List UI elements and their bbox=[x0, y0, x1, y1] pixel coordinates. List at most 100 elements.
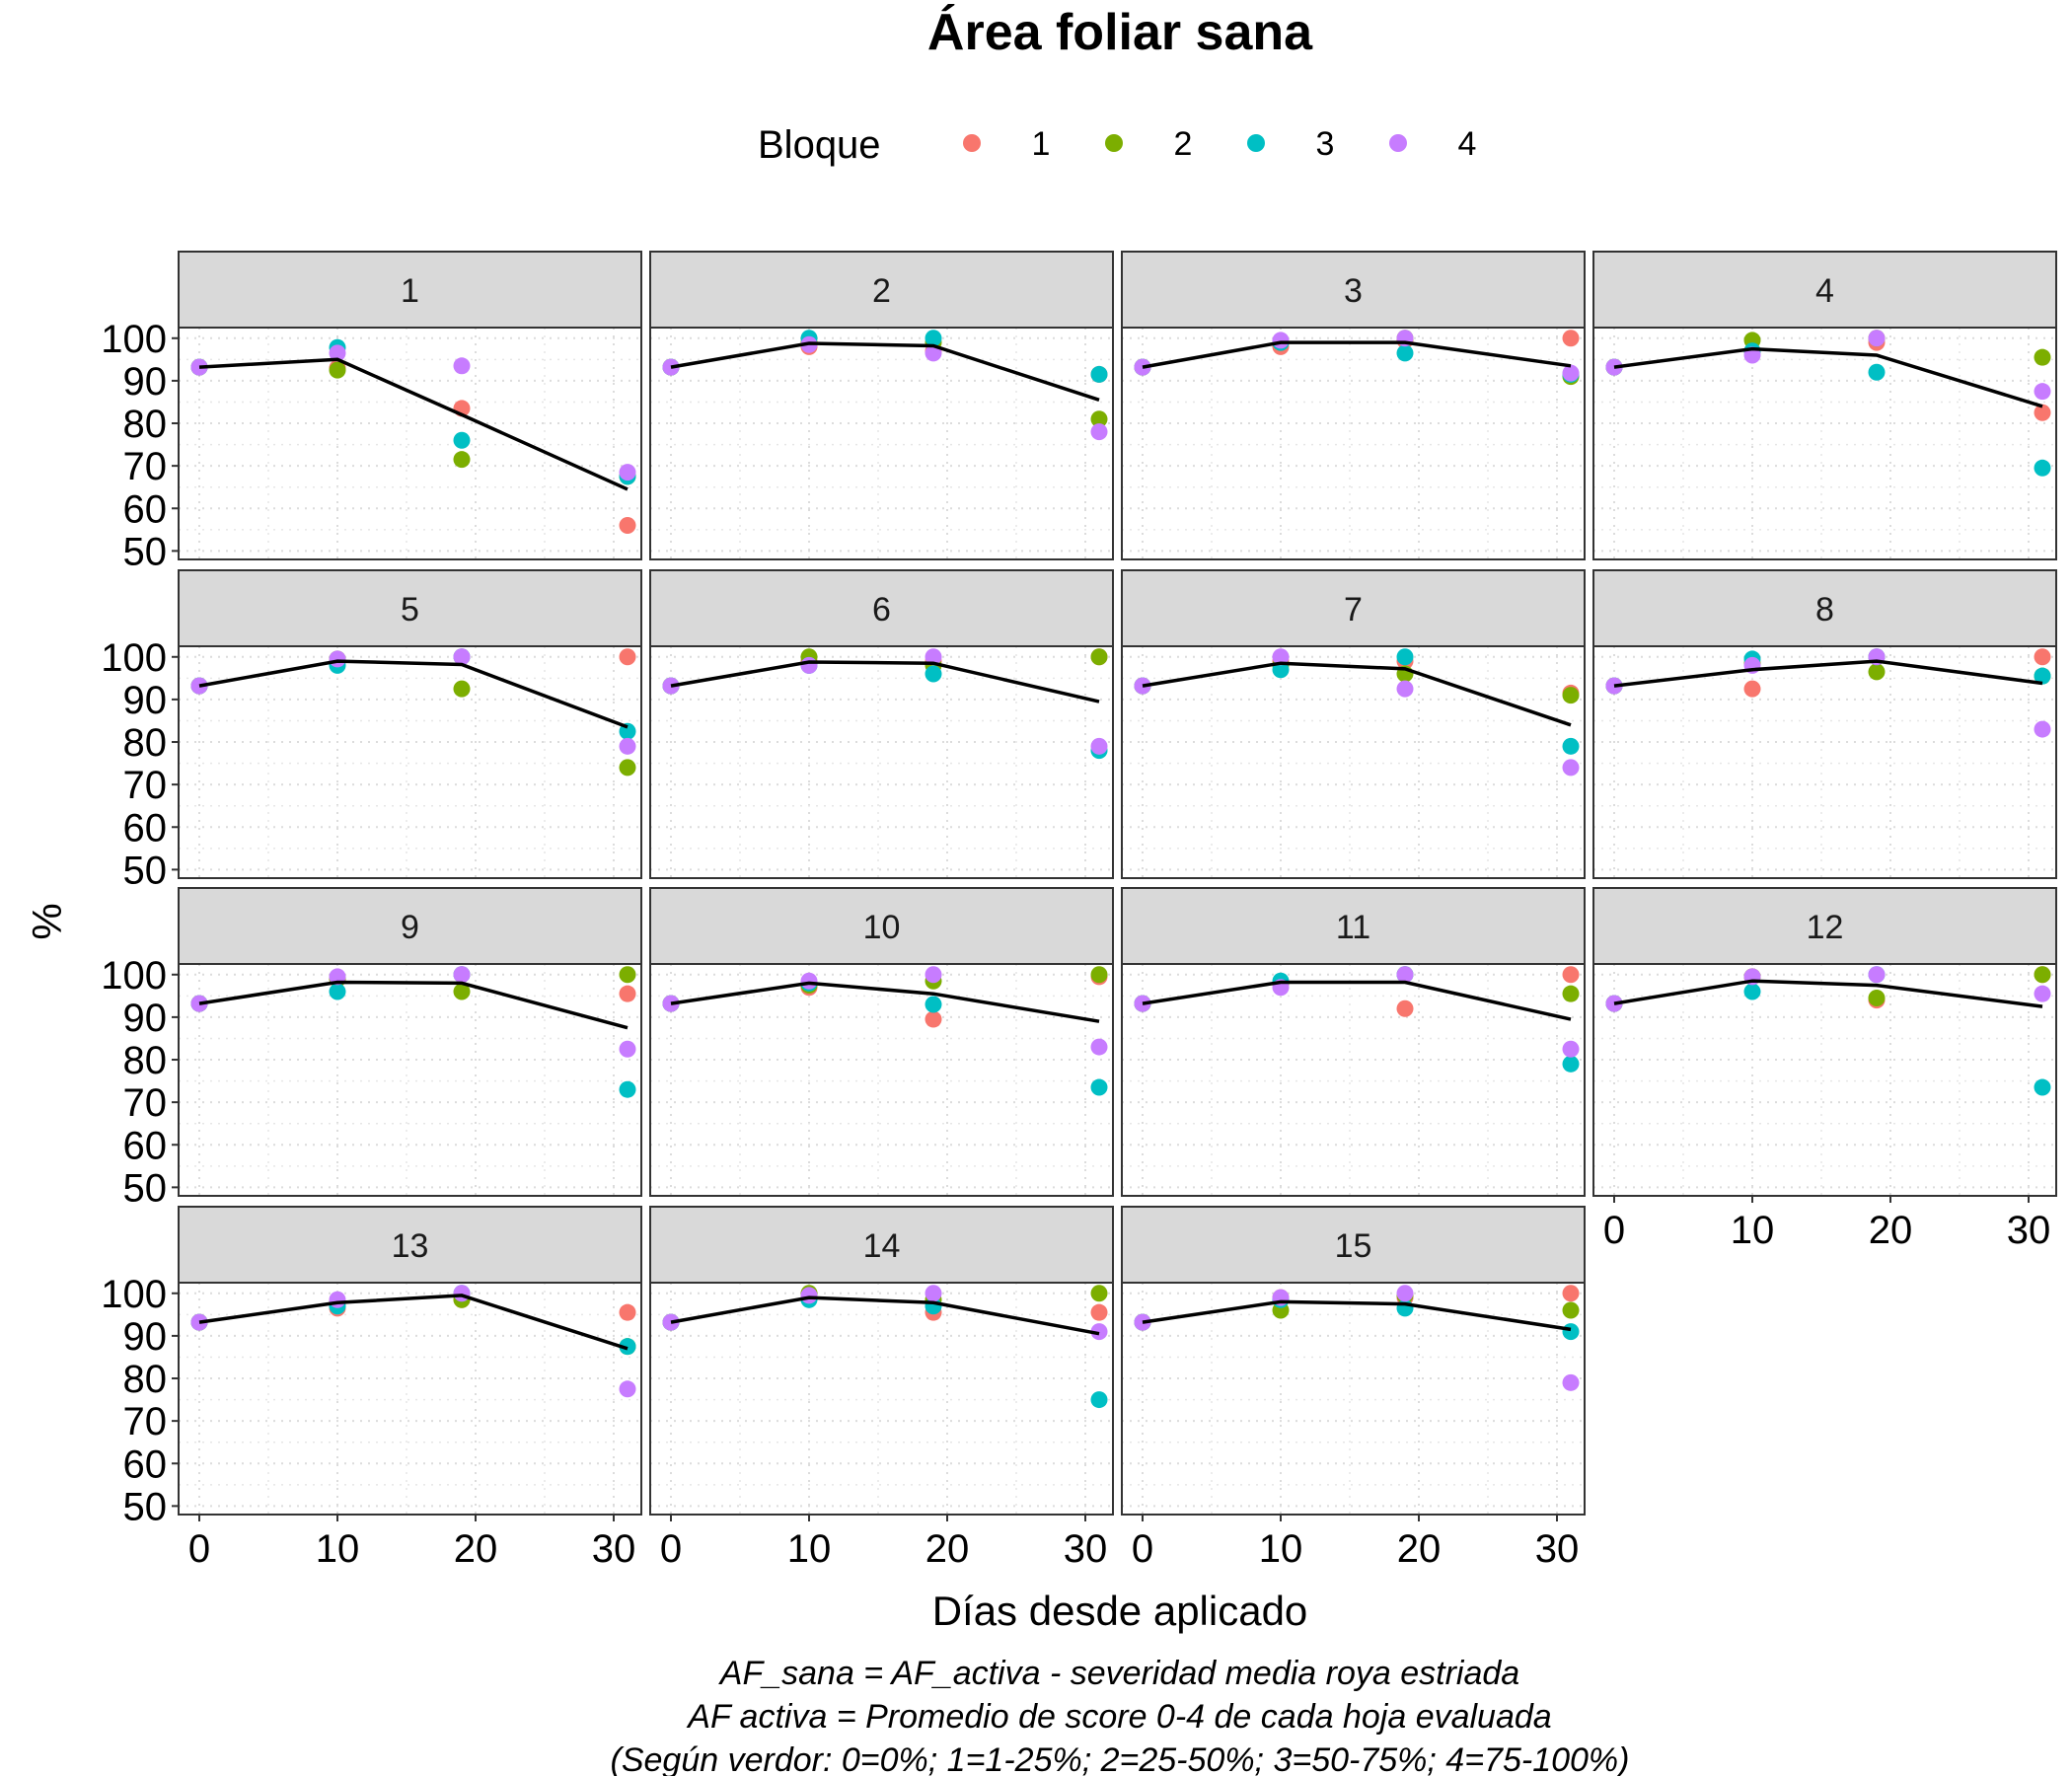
data-point-bloque-4 bbox=[1396, 680, 1414, 698]
plot-area bbox=[650, 328, 1113, 559]
data-point-bloque-4 bbox=[925, 648, 942, 666]
data-point-bloque-4 bbox=[619, 737, 636, 755]
data-point-bloque-2 bbox=[1090, 648, 1108, 666]
data-point-bloque-4 bbox=[662, 995, 680, 1012]
data-point-bloque-4 bbox=[619, 464, 636, 481]
facet-strip bbox=[178, 251, 642, 329]
data-point-bloque-4 bbox=[1868, 330, 1886, 347]
facet-panel-10: 10 bbox=[649, 887, 1114, 1197]
data-point-bloque-4 bbox=[1868, 966, 1886, 984]
facet-strip bbox=[178, 1206, 642, 1284]
data-point-bloque-3 bbox=[1562, 1055, 1580, 1073]
data-point-bloque-2 bbox=[329, 361, 346, 379]
data-point-bloque-4 bbox=[453, 966, 471, 984]
facet-strip-label: 5 bbox=[401, 591, 419, 629]
panel-border bbox=[1121, 1282, 1586, 1516]
plot-area bbox=[1593, 328, 2056, 559]
data-point-bloque-3 bbox=[1562, 1323, 1580, 1341]
data-point-bloque-4 bbox=[1090, 1038, 1108, 1056]
data-point-bloque-1 bbox=[619, 1303, 636, 1321]
data-point-bloque-4 bbox=[1605, 358, 1623, 376]
data-point-bloque-3 bbox=[329, 983, 346, 1000]
plot-area bbox=[650, 646, 1113, 878]
x-tick-label: 30 bbox=[592, 1527, 636, 1571]
facet-strip bbox=[649, 887, 1114, 965]
data-point-bloque-3 bbox=[1562, 737, 1580, 755]
data-point-bloque-4 bbox=[619, 1040, 636, 1058]
data-point-bloque-2 bbox=[2034, 966, 2051, 984]
data-point-bloque-4 bbox=[1562, 1373, 1580, 1391]
data-point-bloque-1 bbox=[619, 517, 636, 535]
plot-area bbox=[1593, 964, 2056, 1196]
mean-line bbox=[670, 1295, 1100, 1336]
mean-line bbox=[198, 357, 629, 491]
plot-area bbox=[650, 1283, 1113, 1515]
data-point-bloque-4 bbox=[190, 1313, 208, 1331]
data-point-bloque-2 bbox=[619, 759, 636, 777]
plot-area bbox=[1122, 328, 1585, 559]
facet-panel-6: 6 bbox=[649, 569, 1114, 879]
legend-key-2 bbox=[1105, 134, 1123, 152]
facet-strip-label: 1 bbox=[401, 272, 419, 310]
data-point-bloque-3 bbox=[925, 996, 942, 1013]
x-tick-label: 30 bbox=[2007, 1209, 2051, 1252]
data-point-bloque-4 bbox=[619, 1380, 636, 1398]
data-point-bloque-3 bbox=[925, 665, 942, 683]
caption: AF_sana = AF_activa - severidad media ro… bbox=[611, 1655, 1630, 1776]
data-point-bloque-4 bbox=[1562, 1040, 1580, 1058]
legend-item-3: 3 bbox=[1247, 125, 1334, 163]
y-tick-label: 90 bbox=[123, 1315, 168, 1359]
mean-line bbox=[1142, 1299, 1572, 1332]
facet-strip bbox=[178, 569, 642, 647]
y-axis-title: % bbox=[24, 903, 70, 939]
data-point-bloque-4 bbox=[800, 1287, 818, 1304]
data-point-bloque-3 bbox=[1090, 365, 1108, 383]
data-point-bloque-4 bbox=[662, 677, 680, 695]
data-point-bloque-4 bbox=[1605, 677, 1623, 695]
y-tick-label: 60 bbox=[123, 1124, 168, 1167]
data-point-bloque-4 bbox=[1562, 759, 1580, 777]
panel-border bbox=[1121, 327, 1586, 560]
data-point-bloque-4 bbox=[190, 358, 208, 376]
x-tick-label: 10 bbox=[787, 1527, 832, 1571]
mean-line bbox=[1142, 340, 1572, 369]
x-tick-label: 10 bbox=[316, 1527, 360, 1571]
legend: Bloque 1 2 3 4 bbox=[758, 123, 1476, 167]
panel-border bbox=[649, 963, 1114, 1197]
data-point-bloque-3 bbox=[2034, 667, 2051, 685]
facet-panel-14: 14 0 10 20 30 bbox=[649, 1206, 1114, 1571]
y-tick-label: 90 bbox=[123, 679, 168, 722]
plot-area bbox=[1593, 646, 2056, 878]
y-tick-label: 50 bbox=[123, 530, 168, 573]
data-point-bloque-4 bbox=[1090, 423, 1108, 441]
legend-label-2: 2 bbox=[1174, 125, 1193, 163]
panel-border bbox=[178, 327, 642, 560]
data-points bbox=[190, 338, 636, 535]
data-point-bloque-2 bbox=[1562, 687, 1580, 704]
facet-strip-label: 8 bbox=[1815, 591, 1834, 629]
y-tick-label: 70 bbox=[123, 1081, 168, 1125]
legend-item-4: 4 bbox=[1389, 125, 1476, 163]
facet-strip-label: 12 bbox=[1807, 909, 1844, 946]
plot-area bbox=[179, 646, 641, 878]
data-point-bloque-3 bbox=[2034, 1078, 2051, 1096]
x-tick-label: 10 bbox=[1731, 1209, 1775, 1252]
data-point-bloque-3 bbox=[1090, 1391, 1108, 1409]
facet-strip-label: 4 bbox=[1815, 272, 1834, 310]
data-point-bloque-4 bbox=[2034, 720, 2051, 738]
data-point-bloque-4 bbox=[453, 648, 471, 666]
x-tick-label: 30 bbox=[1535, 1527, 1580, 1571]
legend-item-1: 1 bbox=[963, 125, 1050, 163]
chart-title: Área foliar sana bbox=[927, 4, 1313, 61]
data-point-bloque-3 bbox=[1090, 1078, 1108, 1096]
y-tick-label: 60 bbox=[123, 1443, 168, 1486]
facet-panel-11: 11 bbox=[1121, 887, 1586, 1197]
x-tick-label: 20 bbox=[1397, 1527, 1442, 1571]
data-point-bloque-2 bbox=[453, 451, 471, 469]
y-tick-label: 60 bbox=[123, 487, 168, 531]
data-point-bloque-4 bbox=[800, 656, 818, 674]
y-tick-label: 70 bbox=[123, 764, 168, 807]
